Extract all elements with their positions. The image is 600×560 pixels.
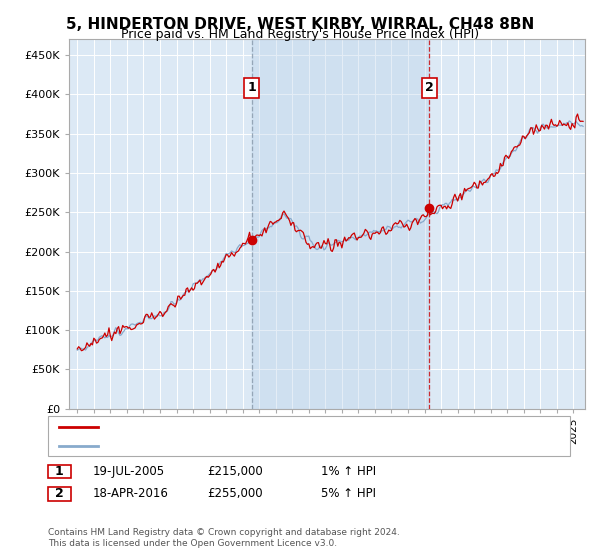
Text: Contains HM Land Registry data © Crown copyright and database right 2024.
This d: Contains HM Land Registry data © Crown c… [48, 528, 400, 548]
Text: 1: 1 [55, 465, 64, 478]
Text: £215,000: £215,000 [207, 465, 263, 478]
Text: 5, HINDERTON DRIVE, WEST KIRBY, WIRRAL, CH48 8BN (detached house): 5, HINDERTON DRIVE, WEST KIRBY, WIRRAL, … [105, 422, 485, 432]
Text: £255,000: £255,000 [207, 487, 263, 501]
Text: 1: 1 [247, 81, 256, 95]
Text: HPI: Average price, detached house, Wirral: HPI: Average price, detached house, Wirr… [105, 441, 329, 450]
Text: 2: 2 [55, 487, 64, 501]
Text: 5, HINDERTON DRIVE, WEST KIRBY, WIRRAL, CH48 8BN: 5, HINDERTON DRIVE, WEST KIRBY, WIRRAL, … [66, 17, 534, 32]
Text: 19-JUL-2005: 19-JUL-2005 [93, 465, 165, 478]
Text: 2: 2 [425, 81, 434, 95]
Text: 1% ↑ HPI: 1% ↑ HPI [321, 465, 376, 478]
Bar [251, 39, 430, 409]
Text: 5% ↑ HPI: 5% ↑ HPI [321, 487, 376, 501]
Text: Price paid vs. HM Land Registry's House Price Index (HPI): Price paid vs. HM Land Registry's House … [121, 28, 479, 41]
Text: 18-APR-2016: 18-APR-2016 [93, 487, 169, 501]
